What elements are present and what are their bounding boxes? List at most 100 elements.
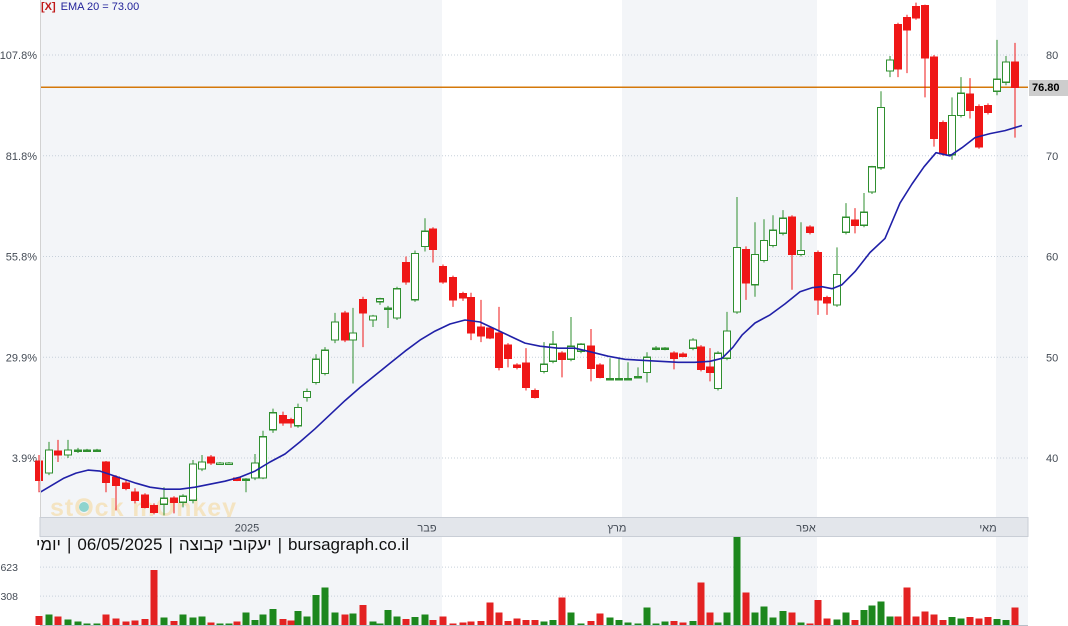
candle-body xyxy=(867,166,877,193)
volume-bar xyxy=(102,614,110,625)
volume-bar xyxy=(312,595,320,625)
volume-bar xyxy=(93,623,101,625)
volume-bar xyxy=(948,616,956,625)
candle-body xyxy=(805,226,815,233)
candle xyxy=(787,215,797,290)
volume-bar xyxy=(921,611,929,625)
month-label: מרץ xyxy=(608,523,627,535)
candle xyxy=(188,460,198,504)
candle-body xyxy=(73,449,83,452)
candle-body xyxy=(885,59,895,72)
candle xyxy=(992,39,1002,96)
left-axis-label: 29.9% xyxy=(6,352,37,364)
candle-body xyxy=(678,353,688,357)
candle xyxy=(149,503,159,515)
volume-bar xyxy=(242,612,250,625)
candle xyxy=(832,247,842,307)
volume-bar xyxy=(522,619,530,625)
candle xyxy=(796,222,806,257)
volume-bar xyxy=(769,617,777,625)
candle xyxy=(813,250,823,315)
indicator-legend: [X] EMA 20 = 73.00 xyxy=(41,1,139,13)
candle-body xyxy=(850,219,860,226)
candle xyxy=(44,441,54,476)
candle-body xyxy=(965,93,975,112)
footer-separator: | xyxy=(66,535,72,554)
candle-body xyxy=(92,449,102,452)
candle xyxy=(938,120,948,156)
candle xyxy=(651,346,661,351)
candle-body xyxy=(111,476,121,486)
volume-axis-label: 623 xyxy=(0,562,18,574)
candle xyxy=(768,215,778,248)
volume-bar xyxy=(429,619,437,625)
left-axis-label: 55.8% xyxy=(6,252,37,264)
candle-body xyxy=(44,449,54,474)
candle-body xyxy=(750,253,760,286)
candle-body xyxy=(722,330,732,359)
volume-bar xyxy=(141,618,149,625)
volume-bar xyxy=(531,619,539,625)
candle-body xyxy=(813,251,823,301)
volume-bar xyxy=(930,614,938,625)
candle-body xyxy=(330,321,340,341)
candle-body xyxy=(121,482,131,489)
volume-axis-label: 308 xyxy=(0,591,18,603)
footer-site-link[interactable]: bursagraph.co.il xyxy=(288,535,409,554)
volume-bar xyxy=(606,617,614,625)
candle xyxy=(1001,56,1011,86)
candle xyxy=(438,264,448,284)
volume-bar xyxy=(504,621,512,625)
candle-body xyxy=(188,463,198,501)
month-label: מאי xyxy=(979,523,996,535)
volume-bar xyxy=(384,610,392,625)
footer-date: 06/05/2025 xyxy=(77,535,163,554)
volume-bar xyxy=(661,621,669,625)
candle xyxy=(293,403,303,428)
volume-bar xyxy=(54,616,62,625)
candle-body xyxy=(410,252,420,301)
candle-body xyxy=(1010,61,1020,88)
candle xyxy=(241,478,251,493)
left-axis-label: 107.8% xyxy=(0,50,37,62)
volume-bar xyxy=(975,618,983,625)
volume-bar xyxy=(160,617,168,625)
candle xyxy=(340,310,350,343)
candle-body xyxy=(521,362,531,389)
month-label: אפר xyxy=(796,523,816,535)
candle-body xyxy=(539,363,549,372)
candle-body xyxy=(759,239,769,262)
volume-bar xyxy=(558,597,566,625)
volume-bar xyxy=(733,537,741,625)
candle-body xyxy=(448,277,458,301)
month-band xyxy=(622,0,817,517)
volume-bar xyxy=(369,621,377,625)
volume-bar xyxy=(596,613,604,625)
volume-bar xyxy=(587,621,595,625)
volume-bar xyxy=(331,612,339,625)
left-axis-label: 81.8% xyxy=(6,151,37,163)
right-axis-label: 70 xyxy=(1046,151,1058,163)
candle-body xyxy=(392,288,402,319)
volume-bar xyxy=(877,601,885,625)
candle-body xyxy=(82,449,92,452)
volume-bar xyxy=(679,622,687,625)
candle-body xyxy=(713,352,723,390)
volume-bar xyxy=(697,582,705,625)
candle-body xyxy=(974,105,984,148)
right-axis-label: 60 xyxy=(1046,252,1058,264)
remove-indicator-button[interactable]: [X] xyxy=(41,1,56,13)
volume-bar xyxy=(341,614,349,625)
volume-bar xyxy=(689,621,697,625)
candle-body xyxy=(383,307,393,310)
candle-body xyxy=(476,326,486,337)
ema-indicator-label: EMA 20 = 73.00 xyxy=(60,1,140,13)
candle xyxy=(466,292,476,341)
volume-bar xyxy=(823,618,831,625)
candle-body xyxy=(633,375,643,379)
candle xyxy=(206,454,216,466)
candle-body xyxy=(258,436,268,479)
volume-bar xyxy=(652,623,660,625)
candle xyxy=(885,56,895,78)
